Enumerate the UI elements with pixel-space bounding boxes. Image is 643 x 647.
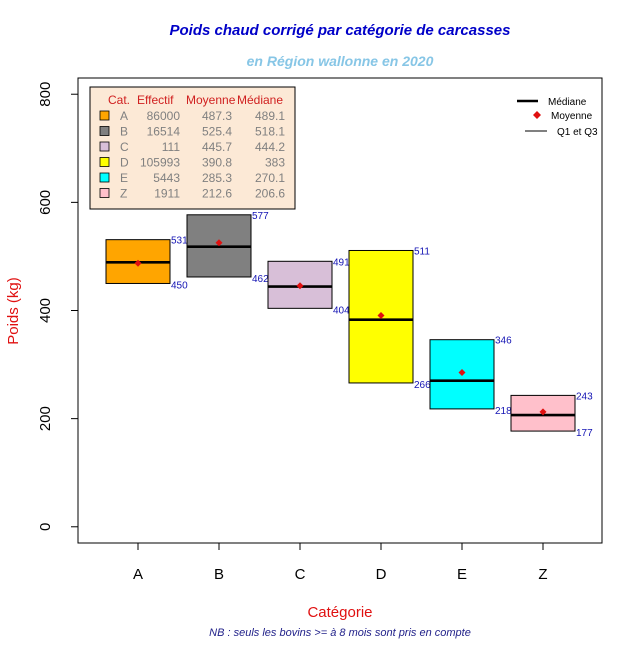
table-cell-moyenne: 285.3	[202, 171, 232, 185]
table-cell-mediane: 206.6	[255, 187, 285, 201]
table-row: D 105993 390.8 383	[99, 156, 285, 170]
mean-marker	[458, 369, 466, 377]
box-a: 531 450	[105, 236, 188, 291]
table-color-swatch	[99, 157, 110, 167]
q3-label: 491	[333, 257, 350, 268]
q1-label: 177	[576, 428, 593, 439]
chart-subtitle: en Région wallonne en 2020	[247, 53, 434, 69]
table-color-swatch	[99, 141, 110, 152]
legend-quartile-label: Q1 et Q3	[557, 127, 598, 138]
y-axis-title: Poids (kg)	[5, 277, 22, 345]
q1-label: 462	[252, 274, 269, 285]
q1-label: 218	[495, 406, 512, 417]
table-cell-effectif: 16514	[147, 125, 181, 139]
x-tick-label: E	[457, 566, 467, 583]
x-tick-label: Z	[538, 566, 547, 583]
table-cell-moyenne: 487.3	[202, 109, 232, 123]
q3-label: 531	[171, 236, 188, 247]
table-header-mediane: Médiane	[237, 93, 283, 107]
table-cell-mediane: 518.1	[255, 125, 285, 139]
table-color-swatch	[99, 110, 110, 121]
y-axis: 0 200 400 600 800	[37, 82, 78, 531]
table-color-swatch	[99, 188, 110, 198]
x-tick-label: A	[133, 566, 143, 583]
q1-label: 450	[171, 280, 188, 291]
table-cell-cat: D	[120, 156, 129, 170]
box-e: 346 218	[429, 336, 512, 417]
table-cell-mediane: 270.1	[255, 171, 285, 185]
box-b: 577 462	[186, 211, 269, 285]
table-cell-moyenne: 390.8	[202, 156, 232, 170]
table-row: E 5443 285.3 270.1	[99, 171, 285, 185]
table-cell-effectif: 5443	[153, 171, 180, 185]
stats-table-background	[89, 86, 296, 210]
x-axis-title: Catégorie	[307, 604, 372, 621]
table-cell-mediane: 489.1	[255, 109, 285, 123]
q3-label: 511	[414, 246, 430, 257]
table-row: Z 1911 212.6 206.6	[99, 187, 285, 201]
legend-mean-symbol	[533, 111, 541, 119]
table-cell-effectif: 111	[162, 140, 181, 154]
box-d: 511 266	[348, 246, 431, 391]
box-rect	[267, 260, 333, 309]
legend-mean-label: Moyenne	[551, 111, 593, 122]
mean-marker	[377, 311, 385, 319]
table-cell-effectif: 86000	[147, 109, 181, 123]
table-header-effectif: Effectif	[137, 93, 174, 107]
table-header-moyenne: Moyenne	[186, 93, 236, 107]
table-cell-cat: C	[120, 140, 129, 154]
x-tick-label: B	[214, 566, 224, 583]
q3-label: 346	[495, 336, 512, 347]
table-row: A 86000 487.3 489.1	[99, 109, 285, 123]
y-tick-label: 200	[37, 406, 54, 431]
table-cell-moyenne: 525.4	[202, 125, 232, 139]
mean-marker	[134, 259, 142, 267]
x-tick-label: D	[376, 566, 387, 583]
chart-legend: Médiane Moyenne Q1 et Q3	[517, 97, 598, 138]
q1-label: 404	[333, 305, 350, 316]
table-cell-effectif: 105993	[140, 156, 180, 170]
table-cell-effectif: 1911	[154, 187, 180, 201]
box-series: 531 450 577 462 491 404 511 266 346 218 243 177	[105, 211, 593, 439]
table-cell-cat: A	[120, 109, 128, 123]
table-cell-moyenne: 445.7	[202, 140, 232, 154]
table-row: C 111 445.7 444.2	[99, 140, 285, 154]
footnote: NB : seuls les bovins >= à 8 mois sont p…	[209, 627, 471, 639]
table-color-swatch	[99, 172, 110, 183]
box-c: 491 404	[267, 257, 350, 316]
table-cell-moyenne: 212.6	[202, 187, 232, 201]
chart-title: Poids chaud corrigé par catégorie de car…	[170, 22, 511, 39]
x-tick-label: C	[295, 566, 306, 583]
mean-marker	[539, 408, 547, 416]
mean-marker	[296, 282, 304, 290]
y-tick-label: 0	[37, 523, 54, 531]
table-cell-mediane: 383	[265, 156, 285, 170]
y-tick-label: 800	[37, 82, 54, 107]
table-row: B 16514 525.4 518.1	[99, 125, 285, 139]
box-rect	[510, 394, 576, 432]
table-color-swatch	[99, 126, 110, 136]
table-cell-cat: E	[120, 171, 128, 185]
legend-median-label: Médiane	[548, 97, 587, 108]
y-tick-label: 400	[37, 298, 54, 323]
q3-label: 577	[252, 211, 269, 222]
table-header-cat: Cat.	[108, 93, 130, 107]
box-z: 243 177	[510, 391, 593, 439]
table-cell-cat: B	[120, 125, 128, 139]
mean-marker	[215, 239, 223, 247]
q1-label: 266	[414, 380, 431, 391]
table-cell-mediane: 444.2	[255, 140, 285, 154]
stats-table-legend: Cat. Effectif Moyenne Médiane A 86000 487.3 489…	[89, 86, 296, 210]
table-cell-cat: Z	[120, 187, 127, 201]
q3-label: 243	[576, 391, 593, 402]
y-tick-label: 600	[37, 190, 54, 215]
